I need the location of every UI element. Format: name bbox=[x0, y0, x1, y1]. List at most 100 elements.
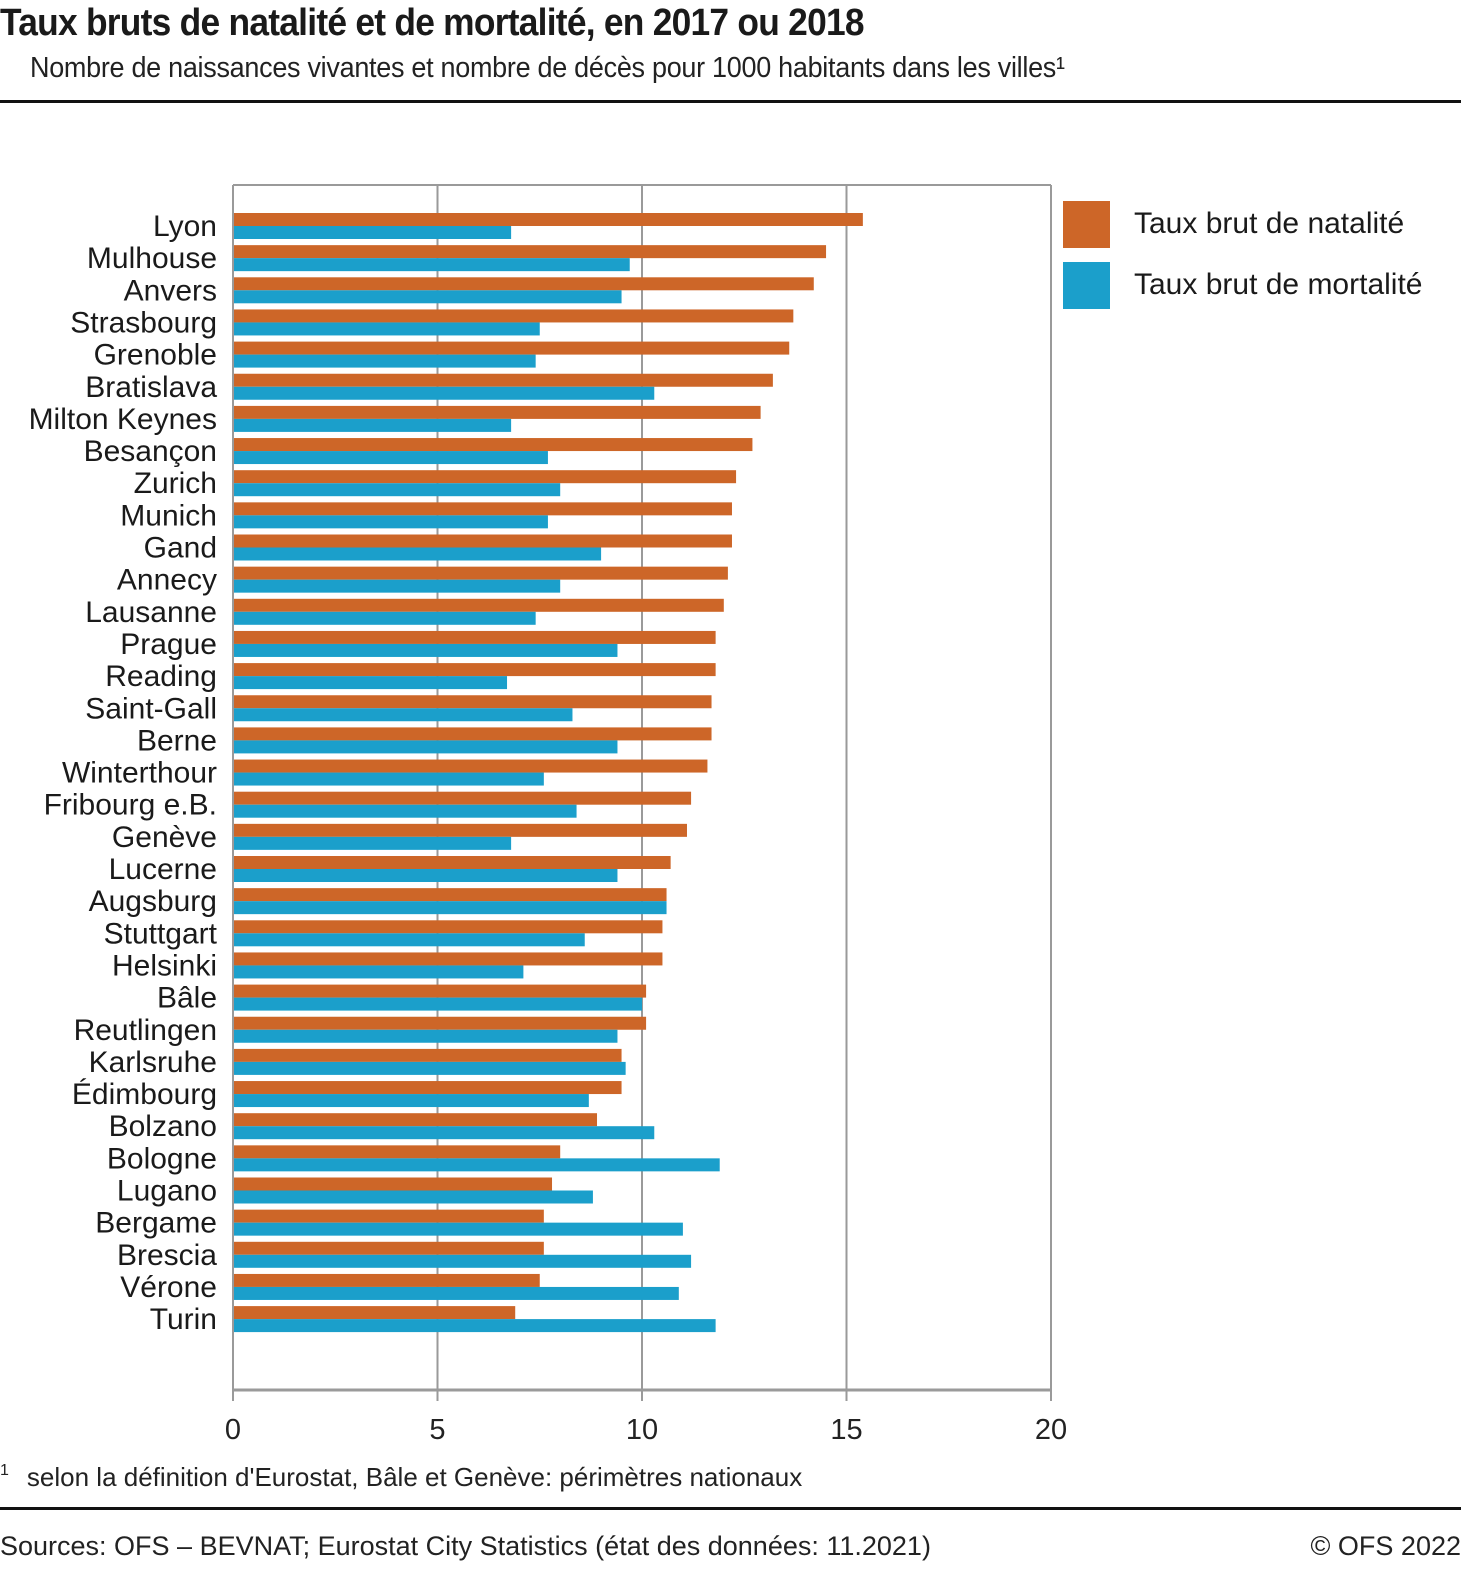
bar-mortality bbox=[234, 901, 667, 915]
bar-natality bbox=[234, 1177, 553, 1191]
bar-mortality bbox=[234, 772, 544, 786]
bar-mortality bbox=[234, 933, 585, 947]
bar-natality bbox=[234, 630, 716, 644]
bar-natality bbox=[234, 663, 716, 677]
legend-label-natality: Taux brut de natalité bbox=[1134, 207, 1405, 240]
bar-mortality bbox=[234, 643, 618, 657]
bar-mortality bbox=[234, 997, 642, 1011]
bar-mortality bbox=[234, 258, 630, 272]
x-tick-label: 15 bbox=[830, 1414, 862, 1446]
bar-natality bbox=[234, 470, 737, 484]
category-label: Édimbourg bbox=[72, 1078, 217, 1111]
bar-mortality bbox=[234, 869, 618, 882]
bar-mortality bbox=[234, 1029, 618, 1043]
footnote-text: selon la définition d'Eurostat, Bâle et … bbox=[26, 1462, 803, 1492]
category-label: Strasbourg bbox=[70, 306, 217, 339]
bar-chart: LyonMulhouseAnversStrasbourgGrenobleBrat… bbox=[29, 184, 1067, 1446]
category-label: Fribourg e.B. bbox=[44, 789, 217, 822]
category-label: Anvers bbox=[124, 274, 217, 307]
source-note: Sources: OFS – BEVNAT; Eurostat City Sta… bbox=[0, 1531, 931, 1561]
footnote: 1 selon la définition d'Eurostat, Bâle et… bbox=[0, 1462, 802, 1493]
bar-mortality bbox=[234, 483, 561, 497]
bar-mortality bbox=[234, 740, 618, 754]
bar-mortality bbox=[234, 1061, 626, 1075]
legend-item-mortality: Taux brut de mortalité bbox=[1063, 261, 1422, 309]
x-tick-label: 20 bbox=[1035, 1414, 1067, 1446]
bar-mortality bbox=[234, 836, 512, 850]
legend-swatch-natality bbox=[1063, 200, 1110, 248]
bar-natality bbox=[234, 759, 708, 773]
bar-mortality bbox=[234, 322, 540, 336]
bar-natality bbox=[234, 1306, 516, 1320]
category-label: Winterthour bbox=[62, 757, 217, 790]
bar-mortality bbox=[234, 1319, 716, 1333]
header-divider bbox=[0, 100, 1461, 103]
legend-item-natality: Taux brut de natalité bbox=[1063, 200, 1422, 248]
bar-natality bbox=[234, 920, 663, 934]
category-label: Lyon bbox=[153, 210, 217, 243]
bar-natality bbox=[234, 1145, 561, 1159]
x-tick-label: 5 bbox=[429, 1414, 445, 1446]
bar-mortality bbox=[234, 451, 548, 465]
category-labels: LyonMulhouseAnversStrasbourgGrenobleBrat… bbox=[29, 210, 218, 1336]
bar-natality bbox=[234, 695, 712, 709]
bar-natality bbox=[234, 341, 790, 355]
copyright: © OFS 2022 bbox=[1310, 1531, 1461, 1561]
bar-natality bbox=[234, 791, 692, 805]
x-tick-label: 0 bbox=[225, 1414, 241, 1446]
category-label: Prague bbox=[120, 628, 217, 661]
category-label: Bratislava bbox=[85, 371, 217, 404]
bar-natality bbox=[234, 213, 863, 226]
bar-mortality bbox=[234, 386, 655, 400]
category-label: Zurich bbox=[134, 467, 217, 500]
bar-natality bbox=[234, 1081, 622, 1095]
category-label: Milton Keynes bbox=[29, 403, 217, 436]
bar-mortality bbox=[234, 547, 602, 561]
bar-mortality bbox=[234, 515, 548, 529]
bar-natality bbox=[234, 823, 687, 837]
bar-natality bbox=[234, 1209, 544, 1223]
bar-mortality bbox=[234, 226, 512, 239]
legend-swatch-mortality bbox=[1063, 261, 1110, 309]
category-label: Munich bbox=[120, 499, 217, 532]
chart-subtitle: Nombre de naissances vivantes et nombre … bbox=[30, 52, 1065, 84]
footer-divider bbox=[0, 1507, 1461, 1510]
bar-natality bbox=[234, 438, 753, 452]
bar-mortality bbox=[234, 708, 573, 722]
x-tick-label: 10 bbox=[626, 1414, 658, 1446]
bar-natality bbox=[234, 534, 732, 548]
bar-natality bbox=[234, 1241, 544, 1255]
bar-natality bbox=[234, 373, 773, 387]
bar-mortality bbox=[234, 611, 536, 625]
bar-mortality bbox=[234, 1158, 720, 1172]
category-label: Genève bbox=[112, 821, 217, 854]
category-label: Reutlingen bbox=[74, 1014, 217, 1047]
category-label: Stuttgart bbox=[104, 917, 218, 950]
bar-mortality bbox=[234, 965, 524, 979]
legend-label-mortality: Taux brut de mortalité bbox=[1134, 268, 1423, 301]
bar-natality bbox=[234, 309, 794, 323]
bar-natality bbox=[234, 1016, 647, 1030]
bar-mortality bbox=[234, 418, 512, 432]
category-label: Lausanne bbox=[85, 596, 217, 629]
footnote-mark: 1 bbox=[0, 1462, 9, 1479]
chart-title: Taux bruts de natalité et de mortalité, … bbox=[0, 2, 865, 44]
bar-natality bbox=[234, 727, 712, 741]
bar-mortality bbox=[234, 1126, 655, 1140]
bar-natality bbox=[234, 277, 814, 291]
bar-natality bbox=[234, 952, 663, 966]
bar-mortality bbox=[234, 1286, 679, 1300]
bar-natality bbox=[234, 1273, 540, 1287]
bar-mortality bbox=[234, 1222, 683, 1236]
category-label: Augsburg bbox=[89, 885, 217, 918]
category-label: Bologne bbox=[107, 1142, 217, 1175]
bar-natality bbox=[234, 245, 827, 259]
category-label: Grenoble bbox=[94, 339, 217, 372]
bar-mortality bbox=[234, 290, 622, 304]
category-label: Berne bbox=[137, 724, 217, 757]
bar-natality bbox=[234, 566, 728, 580]
category-label: Turin bbox=[150, 1303, 217, 1336]
bar-mortality bbox=[234, 354, 536, 368]
bar-natality bbox=[234, 1113, 598, 1127]
bar-natality bbox=[234, 984, 647, 998]
